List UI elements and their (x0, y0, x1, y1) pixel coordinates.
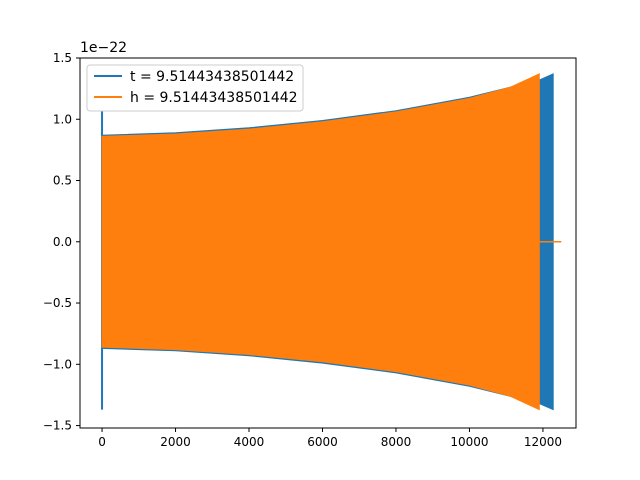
x-axis: 0 2000 4000 6000 8000 10000 12000 (98, 428, 562, 449)
y-tick-label: 0.0 (53, 235, 72, 249)
axes-frame (79, 57, 577, 429)
x-tick-label: 4000 (234, 435, 265, 449)
y-tick-label: 1.5 (53, 51, 72, 65)
legend-label-t: t = 9.51443438501442 (130, 69, 294, 85)
x-tick-label: 2000 (160, 435, 191, 449)
y-tick-label: −1.5 (43, 419, 72, 433)
x-tick-label: 8000 (381, 435, 412, 449)
series-layer (101, 73, 562, 411)
y-offset-label: 1e−22 (80, 40, 127, 56)
legend: t = 9.51443438501442 h = 9.5144343850144… (86, 64, 304, 112)
x-tick-label: 12000 (524, 435, 562, 449)
x-tick-label: 6000 (307, 435, 338, 449)
y-tick-label: −1.0 (43, 357, 72, 371)
legend-label-h: h = 9.51443438501442 (130, 90, 298, 106)
x-tick-label: 10000 (450, 435, 488, 449)
x-tick-label: 0 (98, 435, 106, 449)
y-tick-label: 0.5 (53, 174, 72, 188)
y-axis: −1.5 −1.0 −0.5 0.0 0.5 1.0 1.5 (43, 51, 80, 433)
series-1-band (101, 73, 540, 411)
y-tick-label: 1.0 (53, 112, 72, 126)
legend-box (86, 64, 304, 112)
y-tick-label: −0.5 (43, 296, 72, 310)
